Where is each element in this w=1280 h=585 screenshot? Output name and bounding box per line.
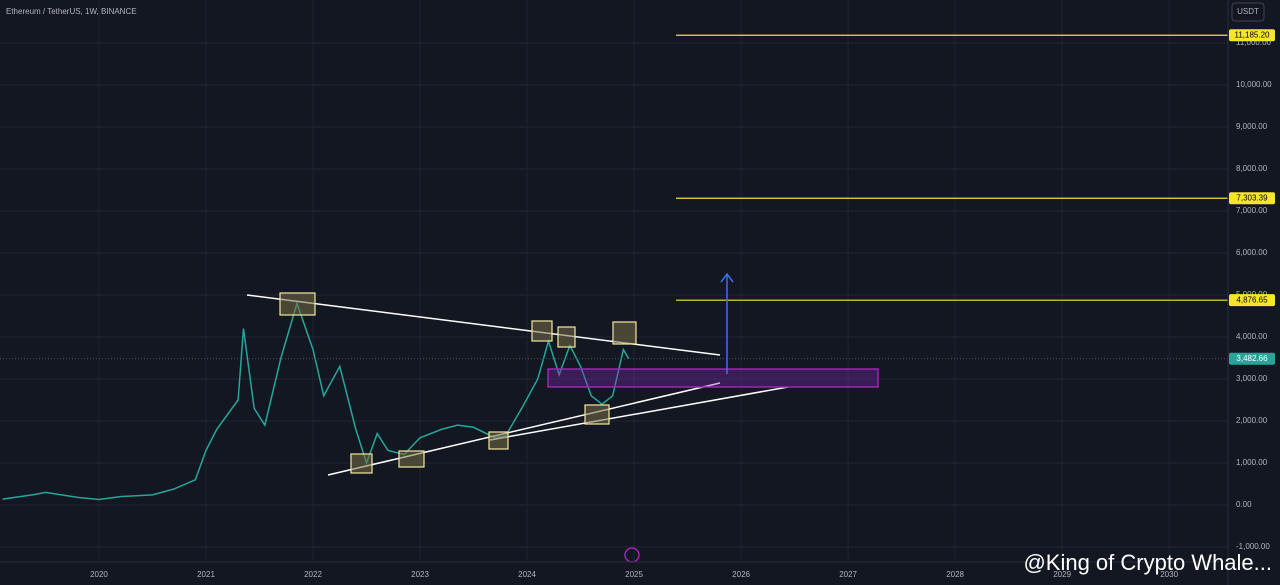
x-tick-label: 2022 [304, 570, 322, 579]
y-tick-label: 8,000.00 [1236, 164, 1268, 173]
x-tick-label: 2026 [732, 570, 750, 579]
watermark: @King of Crypto Whale... [1023, 550, 1272, 575]
y-tick-label: 7,000.00 [1236, 206, 1268, 215]
level-label: 4,876.65 [1236, 295, 1268, 304]
level-label-box [1229, 294, 1275, 307]
x-tick-label: 2020 [90, 570, 108, 579]
y-tick-label: 1,000.00 [1236, 458, 1268, 467]
highlight-box [612, 321, 637, 345]
plot-area [0, 0, 1228, 560]
support-zone [547, 368, 879, 388]
x-tick-label: 2025 [625, 570, 643, 579]
x-tick-label: 2024 [518, 570, 536, 579]
highlight-box [557, 326, 576, 348]
y-tick-label: 4,000.00 [1236, 332, 1268, 341]
highlight-box [279, 292, 316, 316]
currency-button-label[interactable]: USDT [1237, 7, 1259, 16]
trendline [246, 294, 721, 356]
y-tick-label: 6,000.00 [1236, 248, 1268, 257]
highlight-box [350, 453, 373, 474]
currency-button[interactable] [1231, 2, 1265, 22]
y-tick-label: -1,000.00 [1236, 542, 1270, 551]
trendline [489, 386, 789, 441]
highlight-boxes [279, 292, 637, 474]
last-price-label: 3,482.66 [1236, 354, 1268, 363]
highlight-box [531, 320, 553, 342]
highlight-box [398, 450, 425, 468]
axes: -1,000.00 0.00 1,000.00 2,000.00 3,000.00 4,0… [90, 29, 1275, 579]
x-tick-label: 2021 [197, 570, 215, 579]
y-tick-label: 2,000.00 [1236, 416, 1268, 425]
trendline [327, 382, 721, 476]
x-tick-label: 2030 [1160, 570, 1178, 579]
x-tick-label: 2027 [839, 570, 857, 579]
level-label-box [1229, 192, 1275, 205]
price-line [2, 300, 630, 501]
highlight-box [488, 431, 509, 450]
symbol-title: Ethereum / TetherUS, 1W, BINANCE [6, 7, 137, 16]
y-tick-label: 10,000.00 [1236, 80, 1272, 89]
target-arrow [720, 272, 734, 374]
level-label: 11,185.20 [1235, 30, 1271, 39]
x-tick-label: 2029 [1053, 570, 1071, 579]
level-label-box [1229, 29, 1275, 42]
drawings [246, 294, 789, 476]
last-price-box [1229, 352, 1275, 365]
y-tick-label: 11,000.00 [1236, 38, 1272, 47]
y-tick-label: 0.00 [1236, 500, 1252, 509]
level-label: 7,303.39 [1236, 193, 1268, 202]
x-tick-label: 2028 [946, 570, 964, 579]
highlight-box [584, 404, 610, 425]
y-tick-label: 9,000.00 [1236, 122, 1268, 131]
y-tick-label: 3,000.00 [1236, 374, 1268, 383]
x-tick-label: 2023 [411, 570, 429, 579]
